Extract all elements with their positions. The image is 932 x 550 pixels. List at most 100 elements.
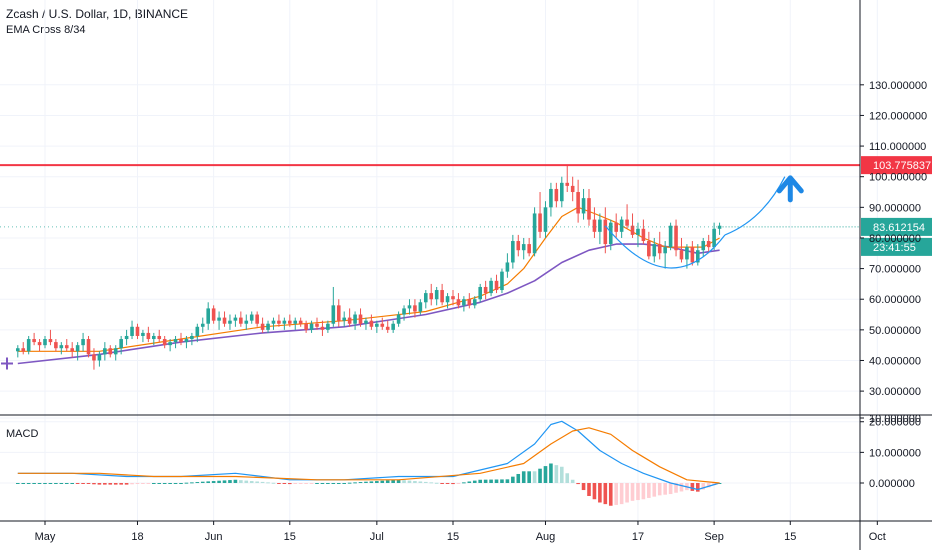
candle-body xyxy=(358,314,363,324)
macd-histogram-bar xyxy=(576,483,580,485)
macd-histogram-bar xyxy=(598,483,602,503)
time-tick-label: Oct xyxy=(869,531,886,543)
macd-histogram-bar xyxy=(315,483,319,484)
candle-body xyxy=(249,314,254,321)
candle-body xyxy=(652,244,657,257)
time-tick-label: 15 xyxy=(447,531,459,543)
candle-body xyxy=(690,247,695,263)
candle-body xyxy=(157,335,162,340)
projection-curve xyxy=(724,176,786,236)
macd-histogram-bar xyxy=(674,483,678,493)
price-tick-label: 110.000000 xyxy=(869,141,926,153)
candle-body xyxy=(75,345,80,352)
price-tick-label: 50.000000 xyxy=(869,325,921,337)
candle-body xyxy=(413,305,417,312)
candle-body xyxy=(549,188,553,208)
macd-histogram-bar xyxy=(625,483,629,503)
macd-tick-label: 0.000000 xyxy=(869,478,915,490)
macd-histogram-bar xyxy=(75,483,80,484)
candle-body xyxy=(288,320,292,324)
macd-histogram-bar xyxy=(391,480,395,483)
resistance-price-tag-bg xyxy=(861,156,932,175)
macd-histogram-bar xyxy=(86,483,91,484)
candle-countdown-tag-bg xyxy=(861,237,932,256)
candle-body xyxy=(266,323,270,330)
candle-body xyxy=(402,308,406,315)
candle-body xyxy=(64,345,69,349)
candle-body xyxy=(86,339,91,355)
macd-histogram-bar xyxy=(647,483,651,498)
macd-histogram-bar xyxy=(108,483,113,485)
macd-histogram-bar xyxy=(429,482,434,484)
macd-histogram-bar xyxy=(440,483,444,484)
price-tick-label: 10.000000 xyxy=(869,447,921,459)
macd-histogram-bar xyxy=(668,483,673,495)
macd-histogram-bar xyxy=(113,483,118,485)
candle-body xyxy=(315,323,319,327)
chart-symbol-title: Zcash / U.S. Dollar, 1D, BINANCE xyxy=(6,7,189,21)
price-tick-label: 70.000000 xyxy=(869,264,921,276)
cup-pattern-curve xyxy=(604,225,726,269)
candle-body xyxy=(429,293,434,300)
time-tick-label: Jul xyxy=(370,531,384,543)
candle-body xyxy=(407,305,412,309)
candle-body xyxy=(521,244,526,251)
macd-histogram-bar xyxy=(478,479,482,483)
macd-histogram-bar xyxy=(168,483,172,484)
macd-histogram-bar xyxy=(358,482,363,484)
candle-body xyxy=(70,348,74,352)
macd-histogram-bar xyxy=(402,480,406,483)
macd-histogram-bar xyxy=(342,483,346,484)
macd-histogram-bar xyxy=(636,483,640,501)
candle-body xyxy=(369,320,374,327)
candle-body xyxy=(304,323,308,330)
candle-body xyxy=(625,219,629,226)
macd-histogram-bar xyxy=(222,480,227,483)
candle-body xyxy=(92,354,96,361)
candle-body xyxy=(162,339,167,346)
candle-body xyxy=(592,219,597,232)
macd-histogram-bar xyxy=(16,483,20,484)
candle-body xyxy=(135,326,140,336)
candle-body xyxy=(554,188,559,202)
chart-grid xyxy=(0,0,878,520)
macd-histogram-bar xyxy=(489,479,493,483)
candle-body xyxy=(418,302,423,312)
candle-body xyxy=(527,244,531,254)
candle-body xyxy=(440,290,444,303)
macd-histogram-bar xyxy=(369,481,374,483)
candle-body xyxy=(701,241,706,251)
candle-body xyxy=(195,326,200,336)
macd-histogram-bar xyxy=(418,481,423,483)
macd-histogram-bar xyxy=(385,480,390,483)
price-tick-label: 80.000000 xyxy=(869,233,921,245)
macd-histogram-bar xyxy=(380,480,385,483)
candle-body xyxy=(532,213,537,254)
candle-body xyxy=(119,339,123,349)
macd-histogram-bar xyxy=(37,483,42,484)
macd-histogram-bar xyxy=(32,483,36,484)
candle-body xyxy=(674,225,678,251)
candle-body xyxy=(103,348,107,355)
macd-histogram-bar xyxy=(228,480,232,483)
macd-histogram-bar xyxy=(434,482,439,484)
candle-body xyxy=(239,317,243,324)
macd-histogram-bar xyxy=(608,483,613,506)
macd-histogram-bar xyxy=(505,479,510,483)
candle-body xyxy=(184,339,189,343)
macd-histogram-bar xyxy=(217,480,221,483)
macd-histogram-bar xyxy=(162,483,167,484)
macd-histogram-bar xyxy=(424,481,428,483)
candle-body xyxy=(168,342,172,346)
candle-body xyxy=(511,241,515,263)
macd-histogram-bar xyxy=(206,481,210,483)
candle-body xyxy=(478,286,482,300)
price-tick-label: 40.000000 xyxy=(869,355,921,367)
candle-body xyxy=(211,308,216,321)
macd-histogram-bar xyxy=(81,483,85,484)
macd-histogram-bar xyxy=(97,483,102,485)
candle-body xyxy=(391,323,395,330)
time-tick-label: 18 xyxy=(131,531,143,543)
candle-body xyxy=(228,320,232,324)
